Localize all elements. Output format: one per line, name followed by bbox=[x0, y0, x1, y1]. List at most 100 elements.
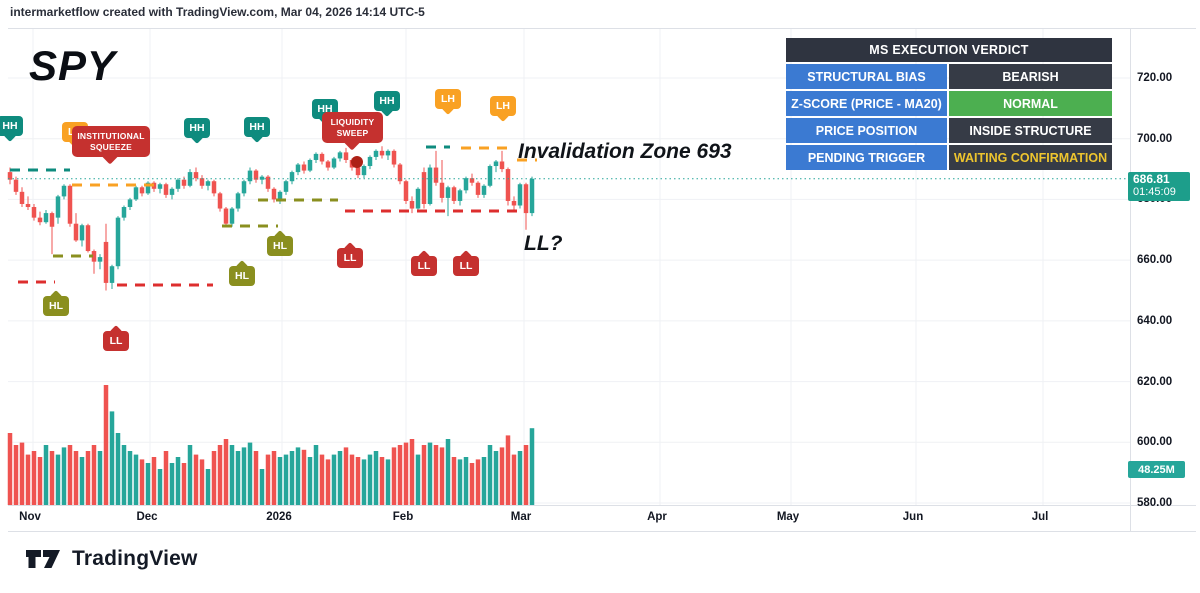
candle-body bbox=[421, 172, 427, 204]
price-axis[interactable]: 720.00700.00680.00660.00640.00620.00600.… bbox=[1130, 28, 1200, 531]
lh-structure-badge[interactable]: LH bbox=[435, 89, 461, 115]
candle-body bbox=[355, 167, 361, 176]
ll-structure-badge[interactable]: LL bbox=[103, 325, 129, 351]
candle-body bbox=[529, 178, 535, 214]
candle-body bbox=[469, 178, 475, 183]
ll-structure-badge[interactable]: LL bbox=[411, 250, 437, 276]
volume-bar bbox=[307, 457, 313, 505]
institutional-squeeze-callout[interactable]: INSTITUTIONAL SQUEEZE bbox=[72, 126, 150, 165]
candle-body bbox=[523, 184, 529, 214]
hl-structure-badge[interactable]: HL bbox=[229, 260, 255, 286]
time-tick-label-apr: Apr bbox=[647, 511, 667, 523]
symbol-watermark: SPY bbox=[29, 42, 117, 89]
candle-body bbox=[517, 184, 523, 206]
ll-structure-badge[interactable]: LL bbox=[337, 242, 363, 268]
candle-body bbox=[451, 187, 457, 201]
volume-bar bbox=[115, 433, 121, 505]
candle-body bbox=[145, 182, 151, 194]
volume-bar bbox=[295, 447, 301, 505]
tradingview-logo[interactable]: TradingView bbox=[26, 547, 198, 571]
candle-body bbox=[205, 181, 211, 186]
candle-body bbox=[445, 187, 451, 198]
candle-body bbox=[157, 184, 163, 189]
candle-body bbox=[67, 185, 73, 224]
volume-bar bbox=[25, 454, 31, 505]
volume-bar bbox=[61, 447, 67, 505]
volume-bar bbox=[349, 454, 355, 505]
candle-body bbox=[73, 223, 79, 241]
volume-bar bbox=[289, 451, 295, 505]
volume-bar bbox=[103, 385, 109, 505]
callout-line1: INSTITUTIONAL bbox=[77, 130, 145, 141]
candle-body bbox=[223, 208, 229, 224]
candle-body bbox=[115, 217, 121, 267]
volume-bar bbox=[235, 451, 241, 505]
volume-bar bbox=[463, 457, 469, 505]
callout-line2: SQUEEZE bbox=[89, 141, 133, 152]
candle-body bbox=[511, 200, 517, 206]
verdict-label: PENDING TRIGGER bbox=[786, 145, 947, 170]
candle-body bbox=[277, 191, 283, 200]
volume-bar bbox=[301, 449, 307, 505]
candle-body bbox=[19, 191, 25, 204]
candle-body bbox=[385, 150, 391, 156]
verdict-row-pending-trigger: PENDING TRIGGER WAITING CONFIRMATION bbox=[786, 145, 1112, 170]
verdict-value: WAITING CONFIRMATION bbox=[949, 145, 1112, 170]
volume-bar bbox=[529, 428, 535, 505]
volume-bar bbox=[241, 447, 247, 505]
candle-body bbox=[43, 213, 49, 223]
lh-structure-badge[interactable]: LH bbox=[490, 96, 516, 122]
hl-structure-badge[interactable]: HL bbox=[43, 290, 69, 316]
volume-bar bbox=[19, 442, 25, 505]
candle-body bbox=[295, 164, 301, 173]
candle-body bbox=[505, 169, 511, 201]
candle-body bbox=[49, 213, 55, 227]
volume-bar bbox=[433, 445, 439, 505]
candle-body bbox=[403, 181, 409, 201]
volume-bar bbox=[175, 457, 181, 505]
bar-countdown: 01:45:09 bbox=[1133, 186, 1176, 198]
volume-bar bbox=[337, 451, 343, 505]
time-tick-label-jul: Jul bbox=[1031, 511, 1049, 523]
candle-body bbox=[457, 190, 463, 201]
hh-structure-badge[interactable]: HH bbox=[244, 117, 270, 143]
time-tick-label-2026: 2026 bbox=[266, 511, 292, 523]
volume-bar bbox=[415, 454, 421, 505]
candle-body bbox=[127, 199, 133, 208]
volume-bar bbox=[151, 457, 157, 505]
invalidation-zone-text[interactable]: Invalidation Zone 693 bbox=[518, 140, 732, 163]
hh-structure-badge[interactable]: HH bbox=[184, 118, 210, 144]
volume-bar bbox=[31, 451, 37, 505]
hl-structure-badge[interactable]: HL bbox=[267, 230, 293, 256]
candle-body bbox=[187, 172, 193, 186]
candle-body bbox=[499, 161, 505, 170]
candle-body bbox=[139, 187, 145, 194]
volume-bar bbox=[121, 445, 127, 505]
volume-bar bbox=[229, 445, 235, 505]
candle-body bbox=[55, 196, 61, 218]
volume-bar bbox=[283, 454, 289, 505]
hh-structure-badge[interactable]: HH bbox=[374, 91, 400, 117]
liquidity-sweep-dot[interactable] bbox=[351, 156, 363, 168]
verdict-row-structural-bias: STRUCTURAL BIAS BEARISH bbox=[786, 64, 1112, 89]
volume-bar bbox=[79, 457, 85, 505]
volume-bar bbox=[85, 451, 91, 505]
candle-body bbox=[313, 153, 319, 160]
last-price-countdown-badge: 686.81 01:45:09 bbox=[1128, 172, 1190, 201]
hh-structure-badge[interactable]: HH bbox=[0, 116, 23, 142]
candle-body bbox=[259, 176, 265, 180]
candle-body bbox=[415, 188, 421, 209]
time-axis[interactable]: Nov Dec 2026 Feb Mar Apr May Jun Jul bbox=[0, 506, 1200, 531]
ll-question-text[interactable]: LL? bbox=[524, 232, 563, 255]
volume-bar bbox=[265, 454, 271, 505]
candle-body bbox=[367, 156, 373, 167]
ll-structure-badge[interactable]: LL bbox=[453, 250, 479, 276]
verdict-table-title: MS EXECUTION VERDICT bbox=[786, 38, 1112, 62]
liquidity-sweep-callout[interactable]: LIQUIDITY SWEEP bbox=[322, 112, 383, 151]
volume-bar bbox=[505, 435, 511, 505]
callout-line1: LIQUIDITY bbox=[330, 116, 375, 127]
volume-bar bbox=[451, 457, 457, 505]
volume-bar bbox=[343, 447, 349, 505]
